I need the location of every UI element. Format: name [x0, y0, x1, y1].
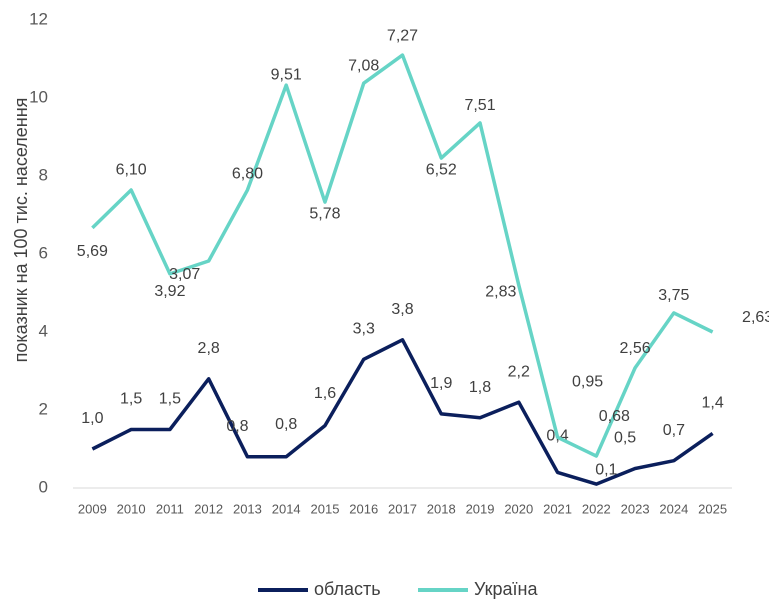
data-label: 2,8: [198, 340, 220, 357]
y-tick-label: 10: [29, 87, 48, 106]
x-tick-label: 2018: [427, 501, 456, 516]
x-tick-label: 2025: [698, 501, 727, 516]
y-tick-label: 0: [39, 477, 48, 496]
data-label: 0,5: [614, 430, 636, 447]
x-tick-label: 2021: [543, 501, 572, 516]
x-tick-label: 2024: [659, 501, 688, 516]
y-tick-label: 8: [39, 165, 48, 184]
data-label: 2,2: [508, 363, 530, 380]
x-tick-label: 2012: [194, 501, 223, 516]
x-tick-label: 2022: [582, 501, 611, 516]
data-label: 0,68: [599, 408, 630, 425]
data-label: 1,5: [159, 391, 181, 408]
data-label: 3,3: [353, 321, 375, 338]
data-label: 0,95: [572, 374, 603, 391]
data-label: 6,10: [116, 161, 147, 178]
data-label: 6,52: [426, 161, 457, 178]
x-tick-label: 2011: [156, 501, 184, 516]
data-label: 5,69: [77, 243, 108, 260]
data-label: 0,8: [275, 416, 297, 433]
data-label: 1,5: [120, 391, 142, 408]
series-line: [91, 338, 714, 486]
x-tick-label: 2009: [78, 501, 107, 516]
x-tick-label: 2017: [388, 501, 417, 516]
data-label: 3,07: [169, 266, 200, 283]
data-label: 9,51: [271, 66, 302, 83]
data-label: 7,27: [387, 27, 418, 44]
x-tick-label: 2010: [117, 501, 146, 516]
x-tick-label: 2023: [621, 501, 650, 516]
legend-label: Україна: [474, 579, 538, 599]
x-tick-label: 2016: [349, 501, 378, 516]
data-label: 3,75: [658, 287, 689, 304]
data-label: 6,80: [232, 165, 263, 182]
x-tick-label: 2019: [466, 501, 495, 516]
data-label: 0,7: [663, 422, 685, 439]
y-tick-label: 4: [39, 321, 48, 340]
data-label: 2,56: [620, 340, 651, 357]
legend-label: область: [314, 579, 381, 599]
data-label: 1,8: [469, 379, 491, 396]
data-label: 7,08: [348, 57, 379, 74]
data-label: 2,63: [742, 309, 769, 326]
data-label: 1,6: [314, 385, 336, 402]
data-label: 1,4: [701, 395, 723, 412]
x-tick-label: 2013: [233, 501, 262, 516]
y-tick-label: 2: [39, 399, 48, 418]
data-label: 3,92: [154, 283, 185, 300]
y-axis-title: показник на 100 тис. населення: [11, 98, 31, 363]
data-label: 3,8: [391, 301, 413, 318]
data-label: 0,8: [226, 418, 248, 435]
y-tick-label: 6: [39, 243, 48, 262]
series-line: [91, 53, 714, 458]
data-label: 7,51: [464, 97, 495, 114]
x-tick-label: 2020: [504, 501, 533, 516]
data-label: 1,0: [81, 410, 103, 427]
data-label: 2,83: [485, 283, 516, 300]
y-tick-label: 12: [29, 9, 48, 28]
data-label: 5,78: [309, 205, 340, 222]
x-tick-label: 2014: [272, 501, 301, 516]
data-label: 0,1: [595, 461, 617, 478]
data-label: 1,9: [430, 375, 452, 392]
x-tick-label: 2015: [311, 501, 340, 516]
